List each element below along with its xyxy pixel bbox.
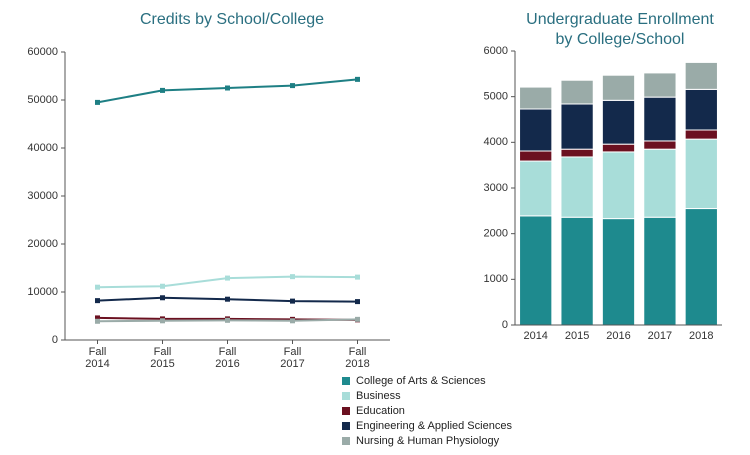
bar-segment <box>560 148 594 158</box>
bar-segment <box>601 143 636 153</box>
y-tick-label: 1000 <box>484 273 508 285</box>
bar-segment <box>519 108 553 152</box>
bar-segment <box>601 151 636 220</box>
bar-segment <box>643 140 677 150</box>
y-tick-label: 0 <box>502 319 508 331</box>
x-tick-label: Fall 2018 <box>345 346 369 370</box>
marker <box>95 315 100 321</box>
chart-title: Credits by School/College <box>140 11 324 28</box>
marker <box>290 318 295 324</box>
x-tick-label: 2018 <box>689 330 713 342</box>
line <box>97 78 358 104</box>
bar-segment <box>519 160 553 217</box>
marker <box>290 298 295 304</box>
bar-segment <box>643 96 677 142</box>
legend-swatch <box>342 422 350 430</box>
marker <box>160 87 165 93</box>
y-tick-label: 40000 <box>27 142 58 154</box>
bar-segment <box>643 216 677 326</box>
marker <box>95 99 100 105</box>
marker <box>95 318 100 324</box>
bar-segment <box>560 156 594 218</box>
y-tick-label: 60000 <box>27 46 58 58</box>
legend-label: Education <box>356 405 405 417</box>
bar-segment <box>684 138 718 210</box>
x-tick-label: 2015 <box>565 330 589 342</box>
marker <box>95 298 100 304</box>
bar-segment <box>519 150 553 162</box>
x-tick-label: 2017 <box>648 330 672 342</box>
bar-segment <box>643 72 677 98</box>
x-tick-label: Fall 2014 <box>85 346 109 370</box>
bar-segment <box>684 61 718 90</box>
legend-swatch <box>342 407 350 415</box>
legend-swatch <box>342 377 350 385</box>
marker <box>355 316 360 322</box>
bar-segment <box>560 216 594 326</box>
x-tick-label: Fall 2015 <box>150 346 174 370</box>
legend-swatch <box>342 437 350 445</box>
y-tick-label: 0 <box>52 334 58 346</box>
legend-label: College of Arts & Sciences <box>356 375 486 387</box>
y-tick-label: 2000 <box>484 228 508 240</box>
bar-segment <box>560 103 594 150</box>
bar-segment <box>519 215 553 326</box>
marker <box>95 284 100 290</box>
y-tick-label: 30000 <box>27 190 58 202</box>
bar-segment <box>519 86 553 110</box>
marker <box>160 283 165 289</box>
x-tick-label: 2014 <box>523 330 547 342</box>
y-tick-label: 4000 <box>484 136 508 148</box>
bar-segment <box>601 74 636 101</box>
marker <box>160 318 165 324</box>
chart-title: by College/School <box>556 31 685 48</box>
bar-segment <box>684 88 718 131</box>
y-tick-label: 20000 <box>27 238 58 250</box>
marker <box>355 299 360 305</box>
y-tick-label: 3000 <box>484 182 508 194</box>
legend-swatch <box>342 392 350 400</box>
bar-segment <box>560 79 594 105</box>
legend-label: Engineering & Applied Sciences <box>356 420 512 432</box>
chart-title: Undergraduate Enrollment <box>526 11 714 28</box>
marker <box>225 296 230 302</box>
bar-segment <box>601 218 636 326</box>
marker <box>290 274 295 280</box>
bar-segment <box>643 148 677 218</box>
marker <box>225 317 230 323</box>
bar-segment <box>684 208 718 326</box>
x-tick-label: Fall 2017 <box>280 346 304 370</box>
marker <box>355 274 360 280</box>
legend-label: Nursing & Human Physiology <box>356 435 500 447</box>
marker <box>225 85 230 91</box>
legend-label: Business <box>356 390 401 402</box>
y-tick-label: 10000 <box>27 286 58 298</box>
x-tick-label: Fall 2016 <box>215 346 239 370</box>
y-tick-label: 50000 <box>27 94 58 106</box>
marker <box>225 275 230 281</box>
bar-segment <box>601 99 636 145</box>
bar-segment <box>684 129 718 140</box>
x-tick-label: 2016 <box>606 330 630 342</box>
marker <box>355 76 360 82</box>
marker <box>160 295 165 301</box>
y-tick-label: 5000 <box>484 91 508 103</box>
y-tick-label: 6000 <box>484 45 508 57</box>
marker <box>290 83 295 89</box>
